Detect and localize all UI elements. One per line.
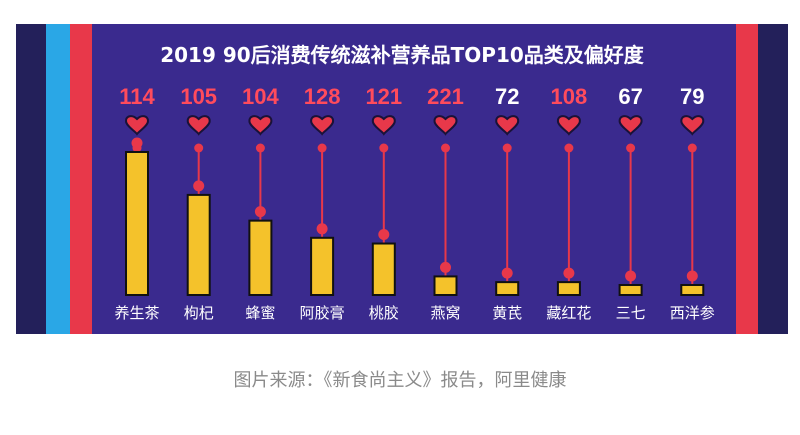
heart-icon [186,115,211,136]
stripe-red-left [70,24,92,334]
heart-icon [680,115,705,136]
bar-top-dot [563,267,575,279]
category-label: 桃胶 [369,304,399,322]
bar [186,193,211,296]
value-label: 221 [427,84,464,109]
stripe-red-right [736,24,758,334]
bar-top-dot [440,261,451,273]
stripe-navy-left [16,24,46,334]
category-label: 养生茶 [114,304,159,322]
connector-dot [441,143,450,153]
bar-top-dot [193,180,205,192]
category-label: 枸杞 [184,304,214,322]
category-label: 燕窝 [430,304,460,322]
heart-icon [248,115,273,136]
bar [248,219,273,296]
bar [680,283,705,296]
heart-icon [124,115,150,136]
connector-dot [255,143,265,153]
bar [433,275,458,297]
heart-icon [495,115,520,136]
heart-icon [618,115,643,136]
value-label: 72 [495,84,519,109]
connector-dot [502,143,512,153]
bar [495,281,520,297]
bar-top-dot [378,229,390,241]
value-label: 114 [119,84,155,109]
bar-top-dot [254,206,266,218]
connector-dot [194,143,204,153]
heart-icon [310,115,335,136]
bar [556,281,581,297]
connector-dot [564,143,574,153]
value-label: 104 [242,84,279,109]
value-label: 121 [365,84,402,109]
heart-icon [433,115,458,136]
connector-dot [687,143,697,153]
bar-top-dot [686,270,698,282]
chart: 2019 90后消费传统滋补营养品TOP10品类及偏好度 114 养生茶 105 枸杞… [114,43,714,322]
value-label: 128 [304,84,341,109]
chart-title: 2019 90后消费传统滋补营养品TOP10品类及偏好度 [160,43,645,67]
category-label: 蜂蜜 [245,304,275,322]
bar-top-dot [131,137,143,149]
category-label: 三七 [616,304,646,322]
bar-top-dot [625,270,637,282]
category-label: 西洋参 [670,304,715,322]
bar [310,236,335,297]
bar-top-dot [501,267,513,279]
connector-dot [317,143,327,153]
heart-icon [371,115,396,136]
connector-dot [626,143,636,153]
category-label: 阿胶膏 [300,304,345,322]
bar [371,242,396,297]
bar [618,283,643,296]
value-label: 67 [618,84,642,109]
value-label: 79 [680,84,704,109]
category-label: 黄芪 [492,304,522,322]
value-label: 105 [180,84,217,109]
connector-dot [379,143,389,153]
value-label: 108 [551,84,588,109]
stripe-navy-right [758,24,788,334]
bar-top-dot [316,223,328,235]
image-caption: 图片来源：《新食尚主义》报告，阿里健康 [233,370,567,391]
category-label: 藏红花 [546,304,591,322]
chart-panel: 2019 90后消费传统滋补营养品TOP10品类及偏好度 114 养生茶 105 枸杞… [16,24,788,334]
bar [125,151,149,296]
heart-icon [556,115,581,136]
stripe-blue-left [46,24,70,334]
chart-marks: 114 养生茶 105 枸杞 104 蜂蜜 128 阿胶膏 121 桃胶 221 燕窝 72 黄芪 108 藏… [114,84,714,322]
